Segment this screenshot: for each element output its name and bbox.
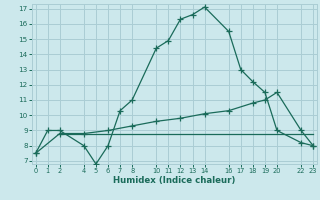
X-axis label: Humidex (Indice chaleur): Humidex (Indice chaleur) <box>113 176 236 185</box>
